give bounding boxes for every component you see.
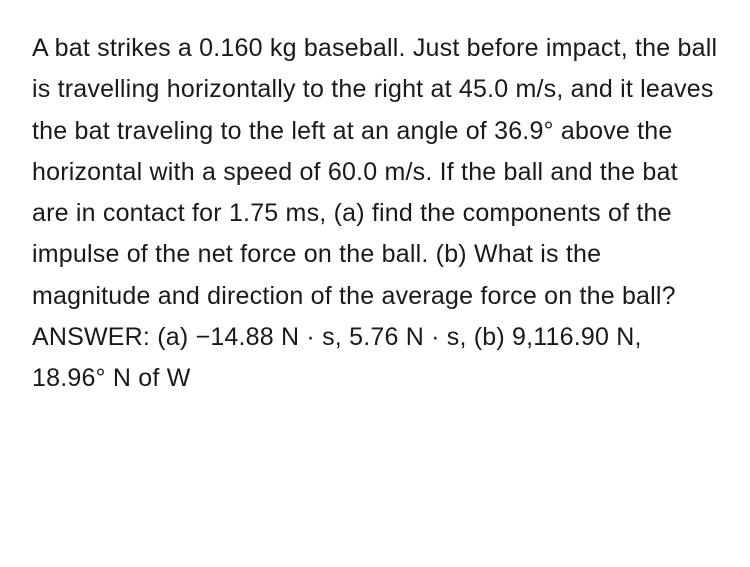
physics-problem-text: A bat strikes a 0.160 kg baseball. Just … (32, 28, 718, 399)
